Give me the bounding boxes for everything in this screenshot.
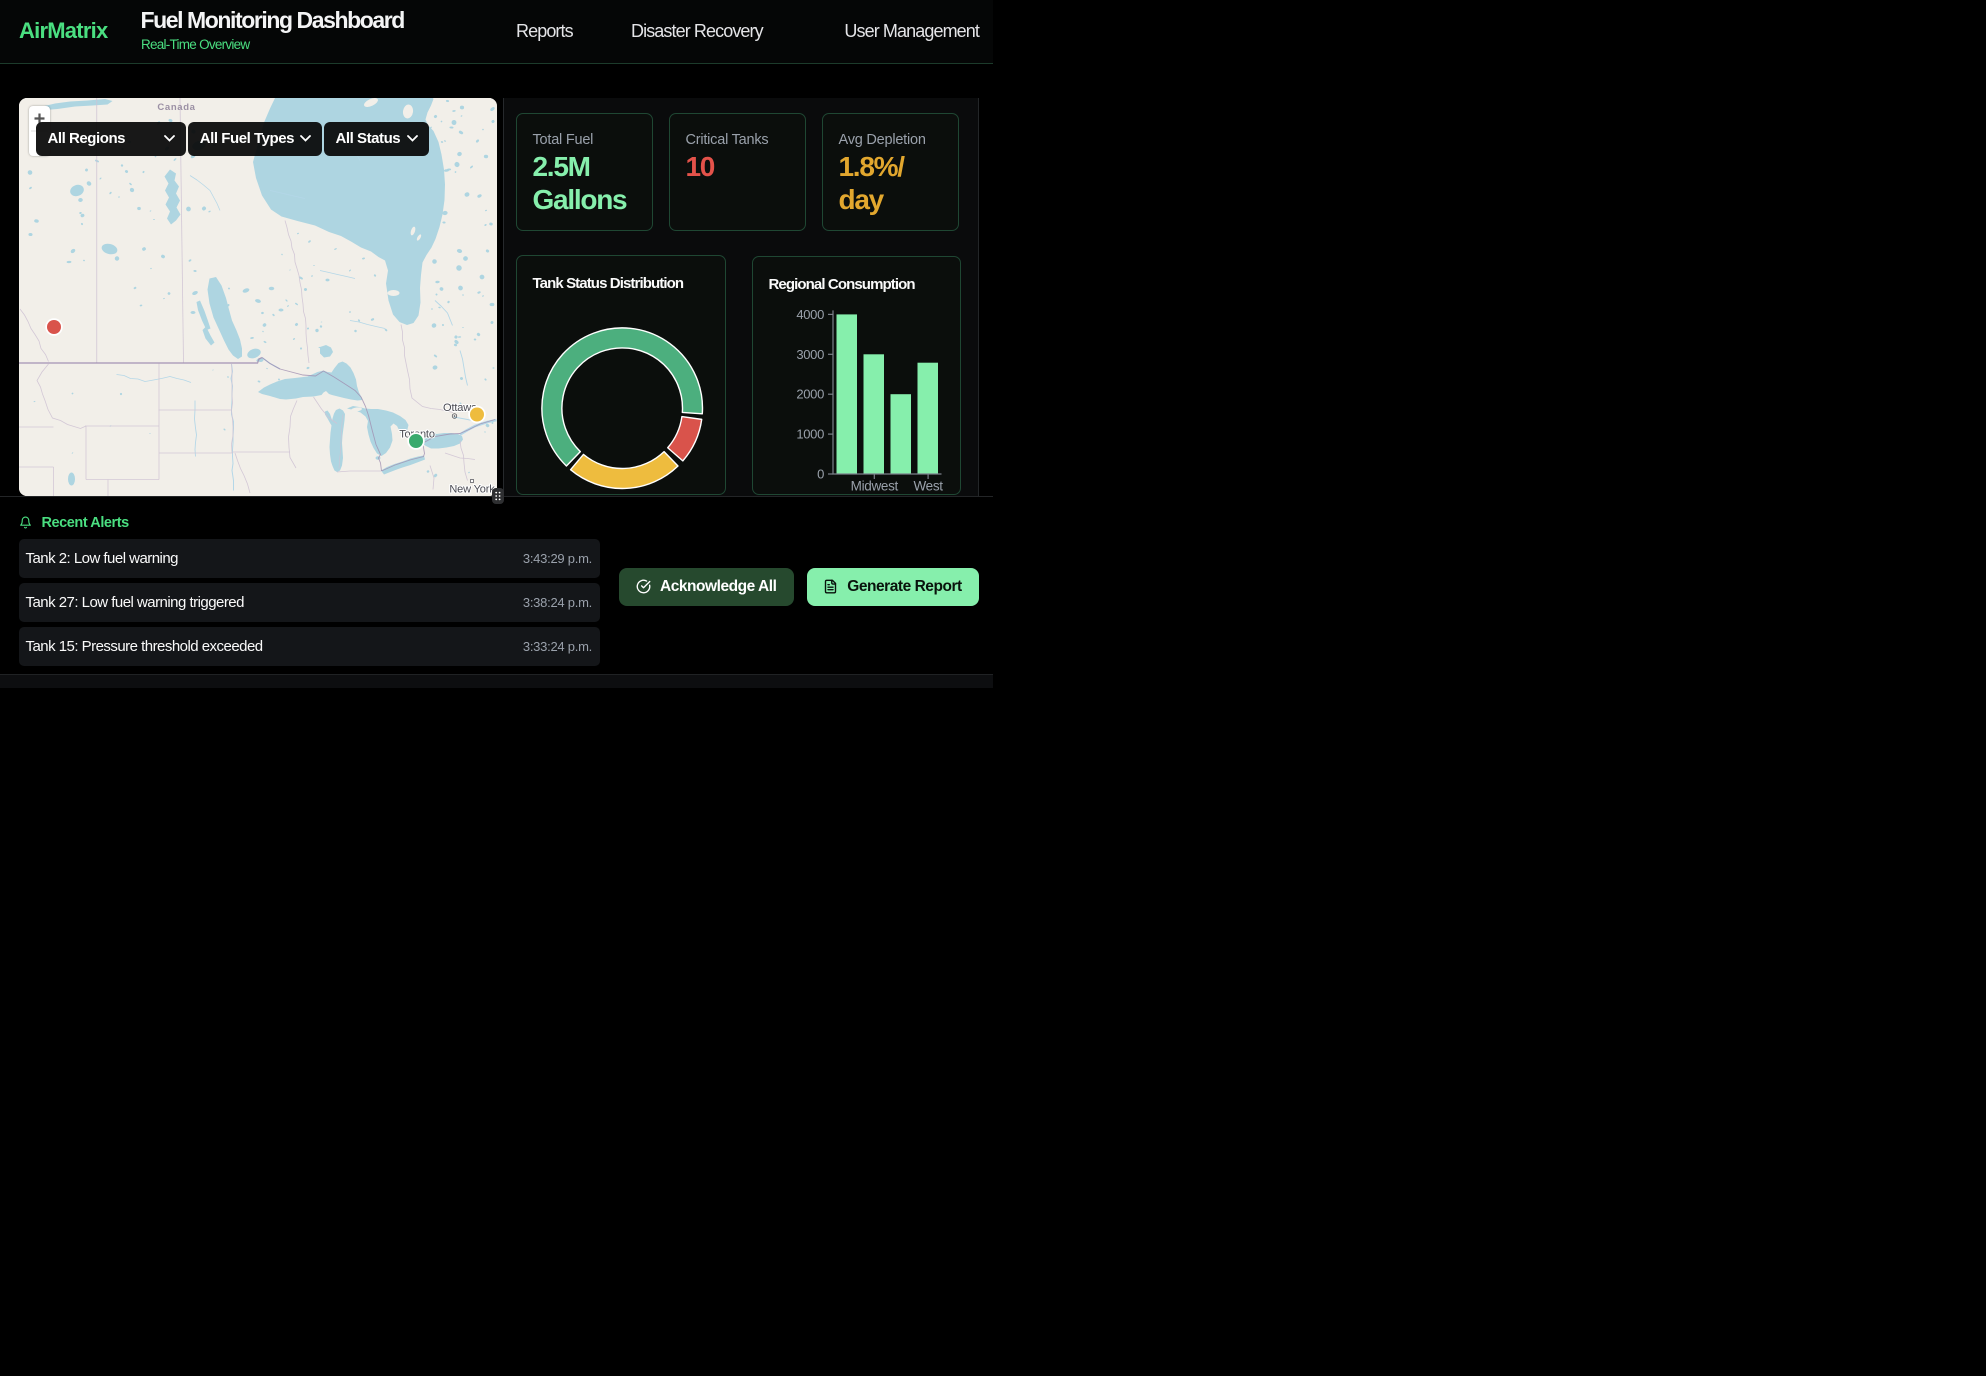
svg-text:West: West [913,478,943,493]
svg-text:1000: 1000 [796,426,824,441]
svg-text:2000: 2000 [796,386,824,401]
svg-text:New York: New York [449,483,495,495]
svg-text:4000: 4000 [796,306,824,321]
svg-text:Canada: Canada [157,102,195,113]
svg-text:3000: 3000 [796,346,824,361]
svg-text:Midwest: Midwest [850,478,898,493]
svg-text:0: 0 [817,466,824,481]
